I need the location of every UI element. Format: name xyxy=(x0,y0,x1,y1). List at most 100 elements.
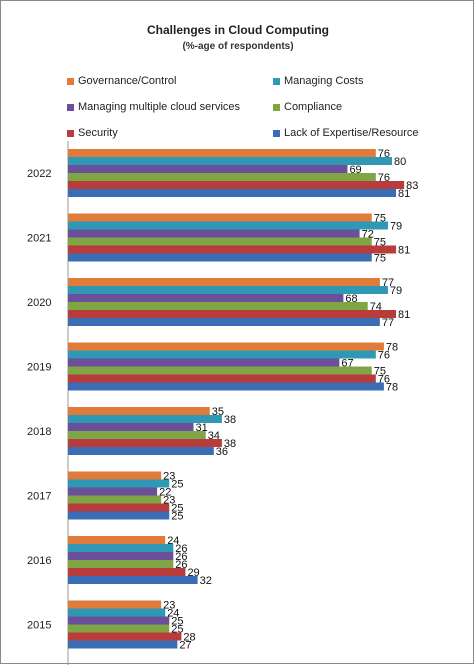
legend-label: Compliance xyxy=(284,101,343,113)
category-tick-label: 2015 xyxy=(27,620,51,632)
legend-swatch xyxy=(67,104,74,111)
category-tick-label: 2019 xyxy=(27,362,51,374)
bar xyxy=(68,302,368,310)
bar xyxy=(68,286,388,294)
bar xyxy=(68,358,340,367)
bar-value-label: 25 xyxy=(171,511,183,523)
bar xyxy=(68,447,214,455)
bar xyxy=(68,221,388,230)
legend-label: Lack of Expertise/Resource xyxy=(284,127,419,139)
category-tick-label: 2022 xyxy=(27,168,51,180)
category-tick-label: 2021 xyxy=(27,233,51,245)
bar-value-label: 32 xyxy=(200,575,212,587)
legend-label: Managing multiple cloud services xyxy=(78,101,241,113)
bar xyxy=(68,503,170,512)
bar xyxy=(68,278,380,286)
bar xyxy=(68,237,372,246)
bar-value-label: 28 xyxy=(183,632,195,644)
bar xyxy=(68,149,376,157)
bar-value-label: 81 xyxy=(398,309,410,321)
legend: Governance/Control Managing Costs Managing… xyxy=(1,1,474,146)
bar xyxy=(68,407,210,415)
bar-value-label: 25 xyxy=(171,503,183,515)
category-tick-label: 2016 xyxy=(27,555,51,567)
bar xyxy=(68,253,372,262)
bar xyxy=(68,229,360,238)
legend-swatch xyxy=(67,130,74,137)
bar xyxy=(68,415,222,423)
legend-swatch xyxy=(273,78,280,85)
bar xyxy=(68,495,162,504)
bar xyxy=(68,560,174,568)
bar xyxy=(68,511,170,520)
bar-value-label: 79 xyxy=(390,221,402,233)
bar-value-label: 78 xyxy=(386,382,398,394)
bar xyxy=(68,632,182,641)
bar-value-label: 24 xyxy=(167,608,179,620)
bar xyxy=(68,181,405,189)
bar xyxy=(68,213,372,222)
bar-value-label: 27 xyxy=(179,640,191,652)
category-tick-label: 2020 xyxy=(27,297,51,309)
legend-label: Security xyxy=(78,127,118,139)
bar xyxy=(68,552,174,560)
bar-value-label: 26 xyxy=(175,551,187,563)
category-tick-label: 2017 xyxy=(27,491,51,503)
bar xyxy=(68,189,397,197)
bar-value-label: 81 xyxy=(398,188,410,200)
bar-value-label: 76 xyxy=(378,350,390,362)
bar-value-label: 22 xyxy=(159,487,171,499)
bar xyxy=(68,423,194,431)
bar-value-label: 79 xyxy=(390,285,402,297)
bar xyxy=(68,366,372,375)
bar xyxy=(68,431,206,439)
bar-value-label: 77 xyxy=(382,317,394,329)
category-tick-label: 2018 xyxy=(27,426,51,438)
bar xyxy=(68,374,376,383)
bar xyxy=(68,624,170,633)
bar xyxy=(68,600,162,609)
bar xyxy=(68,471,162,480)
chart-title: Challenges in Cloud Computing xyxy=(147,23,329,37)
bar xyxy=(68,616,170,625)
bar xyxy=(68,536,166,544)
bar xyxy=(68,173,376,181)
bar-value-label: 78 xyxy=(386,342,398,354)
legend-label: Governance/Control xyxy=(78,75,177,87)
bar xyxy=(68,165,348,173)
bar-value-label: 80 xyxy=(394,156,406,168)
bar xyxy=(68,487,158,496)
bar-value-label: 26 xyxy=(175,543,187,555)
bar xyxy=(68,439,222,447)
legend-swatch xyxy=(273,130,280,137)
bar-value-label: 81 xyxy=(398,245,410,257)
bar xyxy=(68,342,384,351)
bar xyxy=(68,640,178,649)
bar-value-label: 75 xyxy=(374,366,386,378)
bar-value-label: 38 xyxy=(224,414,236,426)
bar-value-label: 25 xyxy=(171,479,183,491)
bar xyxy=(68,245,397,254)
bar-value-label: 36 xyxy=(216,446,228,458)
bar xyxy=(68,350,376,359)
legend-swatch xyxy=(67,78,74,85)
bar xyxy=(68,294,344,302)
bar-value-label: 25 xyxy=(171,616,183,628)
legend-swatch xyxy=(273,104,280,111)
bar xyxy=(68,608,166,617)
bar xyxy=(68,318,380,326)
bar xyxy=(68,568,186,576)
bar-value-label: 38 xyxy=(224,438,236,450)
bar-value-label: 75 xyxy=(374,253,386,265)
bar xyxy=(68,310,397,318)
bar xyxy=(68,479,170,488)
bar-value-label: 83 xyxy=(406,180,418,192)
bar xyxy=(68,576,198,584)
bar xyxy=(68,544,174,552)
bar xyxy=(68,382,384,391)
bar-value-label: 23 xyxy=(163,600,175,612)
legend-label: Managing Costs xyxy=(284,75,364,87)
bar xyxy=(68,157,392,165)
